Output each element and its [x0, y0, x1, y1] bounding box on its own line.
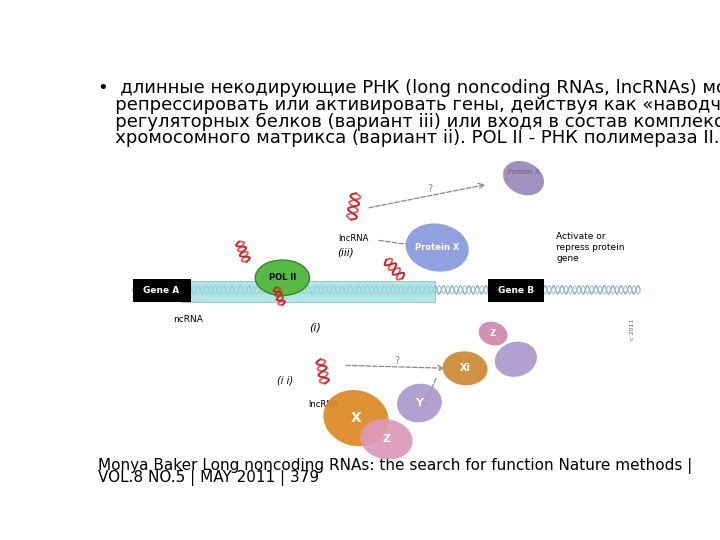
Text: (i): (i)	[310, 322, 321, 333]
Text: (i i): (i i)	[277, 375, 293, 386]
Text: c 2011: c 2011	[630, 319, 635, 340]
Ellipse shape	[443, 352, 487, 386]
Text: регуляторных белков (вариант iii) или входя в состав комплекса белков: регуляторных белков (вариант iii) или вх…	[98, 112, 720, 131]
Text: Protein X: Protein X	[508, 169, 540, 175]
Text: Protein X: Protein X	[415, 243, 459, 252]
Ellipse shape	[360, 419, 413, 460]
Text: Z: Z	[382, 434, 390, 444]
Text: lncRNA: lncRNA	[338, 234, 369, 243]
Text: (iii): (iii)	[338, 247, 354, 257]
Text: ?: ?	[394, 356, 399, 366]
FancyBboxPatch shape	[181, 281, 436, 302]
Text: Monya Baker Long noncoding RNAs: the search for function Nature methods |: Monya Baker Long noncoding RNAs: the sea…	[98, 457, 692, 474]
Ellipse shape	[256, 260, 310, 295]
Text: ncRNA: ncRNA	[174, 315, 203, 325]
Ellipse shape	[479, 322, 508, 346]
Text: репрессировать или активировать гены, действуя как «наводчики»: репрессировать или активировать гены, де…	[98, 96, 720, 113]
Text: Gene A: Gene A	[143, 286, 179, 295]
Text: Z: Z	[490, 329, 496, 338]
Text: ?: ?	[427, 184, 432, 194]
Text: хромосомного матрикса (вариант ii). POL II - РНК полимераза II.: хромосомного матрикса (вариант ii). POL …	[98, 130, 719, 147]
Text: Y: Y	[415, 398, 423, 408]
Text: X: X	[351, 411, 361, 425]
Ellipse shape	[323, 390, 389, 446]
Text: Xi: Xi	[459, 363, 471, 373]
Text: Gene B: Gene B	[498, 286, 534, 295]
Text: Activate or
repress protein
gene: Activate or repress protein gene	[557, 232, 625, 263]
Ellipse shape	[405, 224, 469, 272]
FancyBboxPatch shape	[488, 279, 544, 302]
Ellipse shape	[397, 383, 442, 422]
Text: •  длинные некодирующие РНК (long noncoding RNAs, lncRNAs) могут: • длинные некодирующие РНК (long noncodi…	[98, 79, 720, 97]
Text: POL II: POL II	[269, 273, 296, 282]
Ellipse shape	[503, 161, 544, 195]
Text: lncRNA: lncRNA	[307, 400, 338, 409]
Ellipse shape	[495, 342, 537, 377]
FancyBboxPatch shape	[132, 279, 191, 302]
Text: VOL.8 NO.5 | MAY 2011 | 379: VOL.8 NO.5 | MAY 2011 | 379	[98, 470, 319, 486]
